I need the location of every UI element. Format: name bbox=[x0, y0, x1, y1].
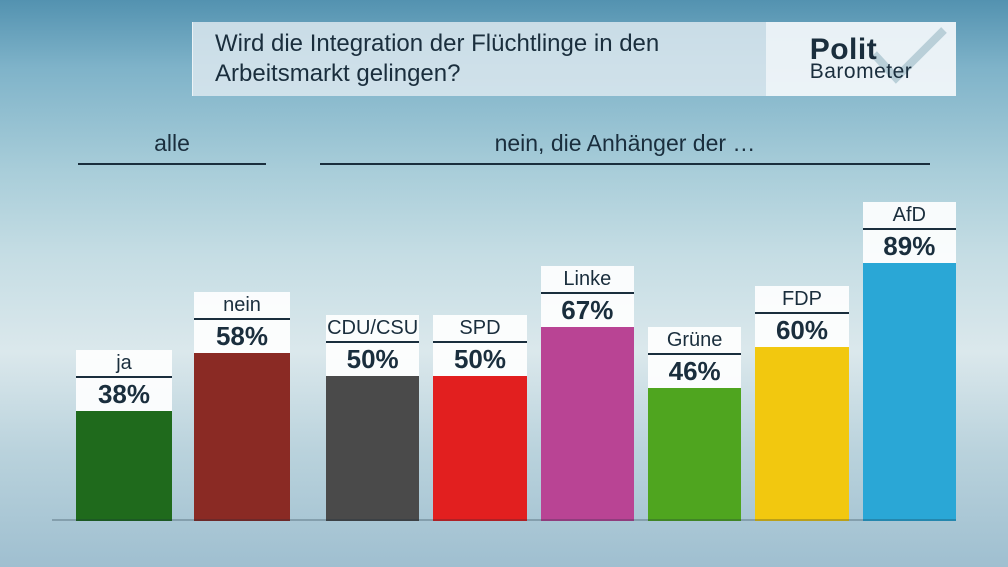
logo-text: Polit Barometer bbox=[810, 36, 913, 82]
bar-gr-ne: Grüne46% bbox=[648, 184, 741, 521]
logo-sub: Barometer bbox=[810, 63, 913, 82]
chart-title-text: Wird die Integration der Flüchtlinge in … bbox=[215, 29, 744, 89]
bar-nein: nein58% bbox=[194, 184, 290, 521]
bar-fill bbox=[863, 263, 956, 521]
bar-label: AfD bbox=[863, 202, 956, 230]
bar-label: Grüne bbox=[648, 327, 741, 355]
header: Wird die Integration der Flüchtlinge in … bbox=[192, 22, 956, 96]
chart-baseline bbox=[52, 519, 956, 521]
bar-value: 67% bbox=[541, 294, 634, 327]
bar-group-all: ja38%nein58% bbox=[52, 184, 290, 521]
bar-fill bbox=[433, 376, 526, 521]
bar-fill bbox=[755, 347, 848, 521]
chart-title: Wird die Integration der Flüchtlinge in … bbox=[192, 22, 766, 96]
bar-label: nein bbox=[194, 292, 290, 320]
bar-label: Linke bbox=[541, 266, 634, 294]
bar-value: 58% bbox=[194, 320, 290, 353]
bar-group-parties: CDU/CSU50%SPD50%Linke67%Grüne46%FDP60%Af… bbox=[290, 184, 956, 521]
section-label-parties: nein, die Anhänger der … bbox=[320, 130, 930, 165]
section-label-all: alle bbox=[78, 130, 266, 165]
bar-label: SPD bbox=[433, 315, 526, 343]
bar-spd: SPD50% bbox=[433, 184, 526, 521]
bar-cdu-csu: CDU/CSU50% bbox=[326, 184, 419, 521]
bar-fill bbox=[541, 327, 634, 521]
bar-fill bbox=[326, 376, 419, 521]
bar-linke: Linke67% bbox=[541, 184, 634, 521]
bar-label: ja bbox=[76, 350, 172, 378]
bar-ja: ja38% bbox=[76, 184, 172, 521]
bar-fill bbox=[194, 353, 290, 521]
bar-value: 46% bbox=[648, 355, 741, 388]
logo: Polit Barometer bbox=[766, 22, 956, 96]
bar-label: CDU/CSU bbox=[326, 315, 419, 343]
bar-value: 50% bbox=[433, 343, 526, 376]
bar-value: 89% bbox=[863, 230, 956, 263]
bar-value: 60% bbox=[755, 314, 848, 347]
bar-afd: AfD89% bbox=[863, 184, 956, 521]
bar-fill bbox=[648, 388, 741, 521]
bar-label: FDP bbox=[755, 286, 848, 314]
bar-value: 38% bbox=[76, 378, 172, 411]
bar-value: 50% bbox=[326, 343, 419, 376]
bar-fdp: FDP60% bbox=[755, 184, 848, 521]
bar-chart: ja38%nein58% CDU/CSU50%SPD50%Linke67%Grü… bbox=[52, 184, 956, 521]
bar-fill bbox=[76, 411, 172, 521]
